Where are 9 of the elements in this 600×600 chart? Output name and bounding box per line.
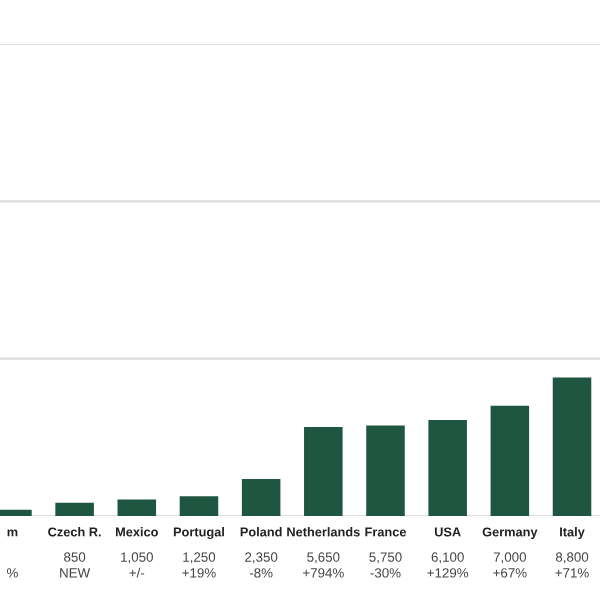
bar <box>179 496 219 516</box>
bar <box>55 502 94 516</box>
bar <box>490 405 530 516</box>
bar <box>552 377 592 516</box>
bar <box>366 425 405 516</box>
bar <box>428 420 467 516</box>
bar <box>241 479 281 516</box>
bar <box>304 427 343 516</box>
bar <box>117 499 157 516</box>
